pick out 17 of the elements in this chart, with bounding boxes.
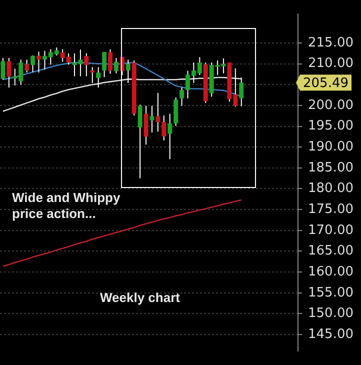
y-tick-label: 215.00 [308,35,354,50]
annotation: Wide and Whippy price action... [12,190,122,222]
y-tick-label: 210.00 [308,56,354,72]
y-tick-label: 185.00 [308,160,354,176]
y-tick-label: 165.00 [308,244,354,259]
y-tick-label: 150.00 [308,306,354,322]
y-tick-label: 190.00 [308,139,354,154]
text: 205.49 [303,76,348,91]
y-tick-label: 160.00 [308,264,354,280]
y-tick-label: 170.00 [308,222,354,238]
y-tick-label: 145.00 [308,326,354,342]
y-tick-label: 155.00 [308,285,354,300]
y-tick-label: 195.00 [308,118,354,134]
y-tick-label: 180.00 [308,181,354,196]
y-tick-label: 200.00 [308,98,354,113]
y-tick-label: 175.00 [308,202,354,217]
annotation: Weekly chart [100,290,180,306]
